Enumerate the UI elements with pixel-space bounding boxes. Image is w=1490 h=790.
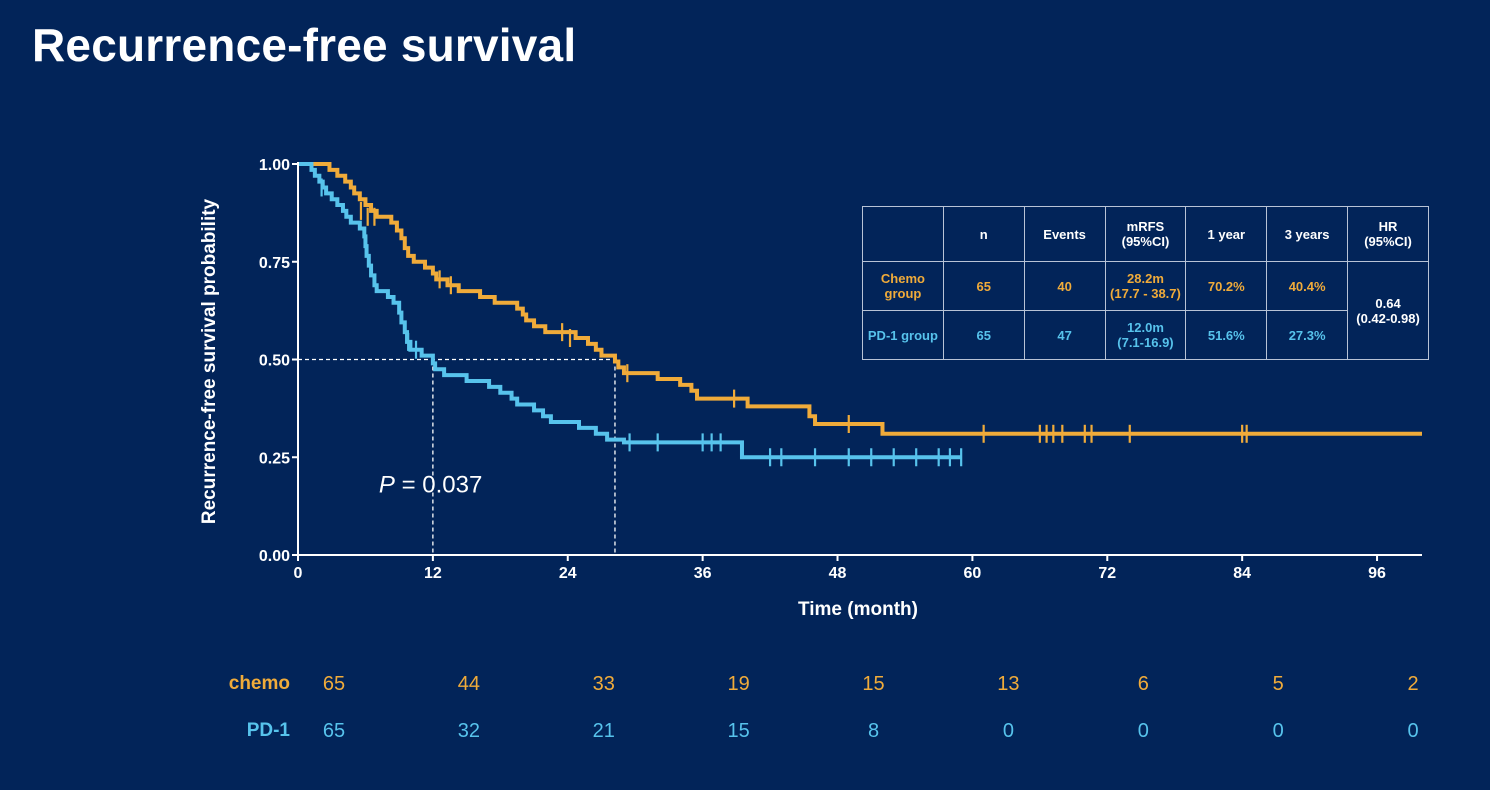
y-tick-label: 0.75 xyxy=(259,255,290,272)
summary-row-pd1: PD-1 group 65 47 12.0m (7.1-16.9) 51.6% 2… xyxy=(862,310,1429,360)
header-cell-n: n xyxy=(942,206,1025,262)
x-tick-label: 12 xyxy=(424,565,442,582)
curve-pd1 xyxy=(298,162,962,460)
censor-marks xyxy=(320,178,1248,467)
risk-count-chemo: 65 xyxy=(322,673,346,695)
risk-count-chemo: 19 xyxy=(727,673,750,695)
year3-cell: 27.3% xyxy=(1266,310,1349,360)
x-tick-label: 96 xyxy=(1368,565,1386,582)
x-tick-label: 24 xyxy=(559,565,577,582)
header-cell-mrfs: mRFS (95%CI) xyxy=(1104,206,1187,262)
year3-cell: 40.4% xyxy=(1266,261,1349,311)
risk-count-pd-1: 8 xyxy=(867,720,880,742)
group-cell: PD-1 group xyxy=(862,310,944,360)
n-cell: 65 xyxy=(942,261,1025,311)
risk-count-pd-1: 15 xyxy=(727,720,750,742)
x-tick-label: 48 xyxy=(829,565,847,582)
risk-count-pd-1: 0 xyxy=(1002,720,1014,742)
risk-count-pd-1: 32 xyxy=(457,720,480,742)
header-cell-3-years: 3 years xyxy=(1266,206,1349,262)
mrfs-cell: 12.0m (7.1-16.9) xyxy=(1104,310,1187,360)
x-tick-label: 60 xyxy=(964,565,982,582)
year1-cell: 70.2% xyxy=(1185,261,1268,311)
x-tick-label: 84 xyxy=(1233,565,1251,582)
risk-label-chemo: chemo xyxy=(228,673,290,694)
median-guide-lines xyxy=(298,358,616,555)
risk-count-pd-1: 0 xyxy=(1272,720,1284,742)
p-value-annotation: P = 0.037 xyxy=(379,471,482,498)
header-cell-1-year: 1 year xyxy=(1185,206,1268,262)
risk-count-chemo: 6 xyxy=(1137,673,1149,695)
y-axis-title: Recurrence-free survival probability xyxy=(199,198,220,524)
mrfs-cell: 28.2m (17.7 - 38.7) xyxy=(1104,261,1187,311)
p-value-symbol: P xyxy=(379,471,395,498)
x-tick-label: 0 xyxy=(294,565,303,582)
group-cell: Chemo group xyxy=(862,261,944,311)
risk-count-chemo: 2 xyxy=(1407,673,1419,695)
p-value-text: = 0.037 xyxy=(395,471,482,498)
risk-count-chemo: 33 xyxy=(592,673,615,695)
y-tick-label: 0.50 xyxy=(259,353,290,370)
x-tick-label: 36 xyxy=(694,565,712,582)
risk-count-chemo: 5 xyxy=(1272,673,1284,695)
summary-header-row: n Events mRFS (95%CI) 1 year 3 years HR (9… xyxy=(862,206,1429,262)
header-cell-hr: HR (95%CI) xyxy=(1347,206,1429,262)
risk-count-chemo: 13 xyxy=(997,673,1020,695)
axes: 0.00 0.25 0.50 0.75 1.00 0 12 24 36 48 60 72 84 96 Tim… xyxy=(199,157,1422,620)
events-cell: 47 xyxy=(1023,310,1106,360)
risk-count-pd-1: 0 xyxy=(1407,720,1419,742)
x-tick-label: 72 xyxy=(1098,565,1116,582)
risk-count-pd-1: 0 xyxy=(1137,720,1149,742)
y-tick-label: 1.00 xyxy=(259,157,290,174)
slide-title: Recurrence-free survival xyxy=(32,19,577,71)
curve-chemo xyxy=(298,162,1422,436)
n-cell: 65 xyxy=(942,310,1025,360)
risk-count-chemo: 44 xyxy=(457,673,480,695)
events-cell: 40 xyxy=(1023,261,1106,311)
header-cell-blank xyxy=(862,206,944,262)
summary-row-chemo: Chemo group 65 40 28.2m (17.7 - 38.7) 70.… xyxy=(862,261,1429,360)
header-cell-events: Events xyxy=(1023,206,1106,262)
y-tick-label: 0.00 xyxy=(259,548,290,565)
risk-count-pd-1: 65 xyxy=(322,720,346,742)
risk-count-pd-1: 21 xyxy=(592,720,615,742)
summary-table: n Events mRFS (95%CI) 1 year 3 years HR (9… xyxy=(862,206,1429,360)
y-tick-label: 0.25 xyxy=(259,450,290,467)
hr-cell: 0.64 (0.42-0.98) xyxy=(1347,261,1429,360)
risk-label-pd1: PD-1 xyxy=(246,720,290,741)
x-axis-title: Time (month) xyxy=(798,599,918,620)
risk-count-chemo: 15 xyxy=(862,673,885,695)
survival-curves xyxy=(298,162,1422,460)
year1-cell: 51.6% xyxy=(1185,310,1268,360)
